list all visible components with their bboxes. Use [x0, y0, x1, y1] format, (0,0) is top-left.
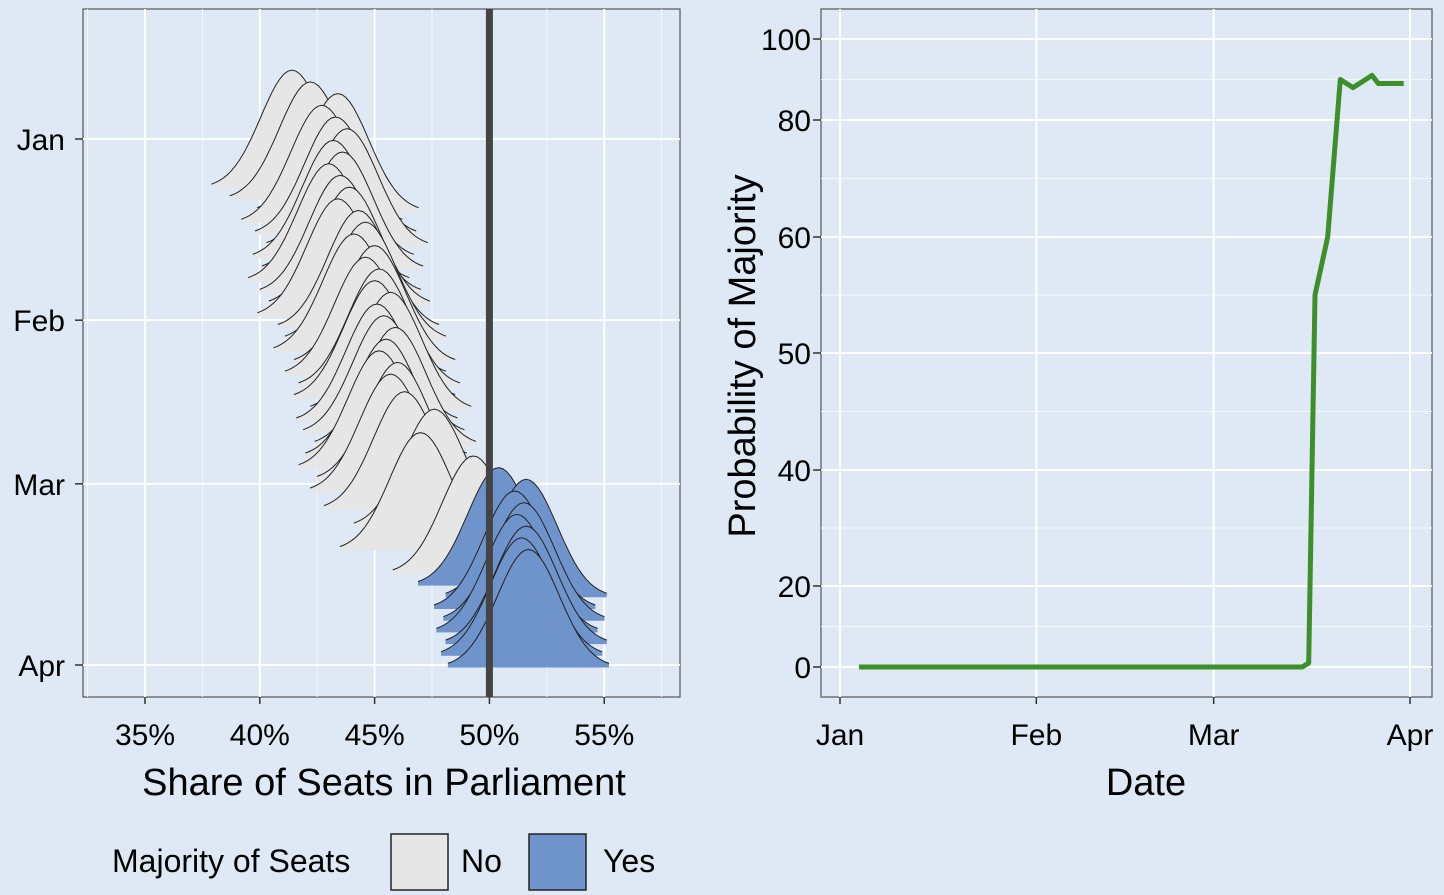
probability-x-axis-title: Date — [1106, 762, 1186, 804]
prob-x-tick-label: Apr — [1387, 719, 1434, 752]
prob-x-tick-label: Jan — [816, 719, 864, 752]
probability-gridlines — [821, 9, 1432, 697]
ridge-y-tick-label: Mar — [13, 469, 65, 502]
ridgeline-y-ticks: Jan Feb Mar Apr — [13, 124, 83, 683]
prob-y-tick-label: 50 — [778, 338, 811, 371]
ridge-density-outline — [445, 525, 607, 641]
legend-yes-label: Yes — [603, 843, 655, 879]
probability-x-ticks: Jan Feb Mar Apr — [816, 697, 1434, 752]
legend-title: Majority of Seats — [112, 843, 350, 879]
ridgeline-x-axis-title: Share of Seats in Parliament — [142, 762, 626, 804]
ridge-x-tick-label: 35% — [115, 719, 175, 752]
ridge-x-tick-label: 50% — [459, 719, 519, 752]
legend-yes-swatch — [528, 833, 587, 891]
legend-no-label: No — [461, 843, 502, 879]
probability-panel: Jan Feb Mar Apr 0 20 40 50 60 80 100 Date Probabi… — [722, 8, 1434, 804]
legend-no-swatch — [390, 833, 449, 891]
ridgeline-x-ticks: 35% 40% 45% 50% 55% — [115, 697, 634, 752]
ridge-y-tick-label: Jan — [17, 124, 65, 157]
ridge-density-outline — [298, 268, 460, 384]
ridgeline-densities — [211, 69, 610, 668]
probability-y-ticks: 0 20 40 50 60 80 100 — [761, 24, 821, 685]
probability-y-axis-title: Probability of Majority — [722, 174, 764, 537]
prob-x-tick-label: Feb — [1010, 719, 1062, 752]
prob-y-tick-label: 60 — [778, 222, 811, 255]
prob-y-tick-label: 100 — [761, 24, 811, 57]
ridge-density-outline — [447, 548, 610, 664]
prob-y-tick-label: 0 — [794, 652, 811, 685]
prob-y-tick-label: 80 — [778, 105, 811, 138]
ridge-x-tick-label: 45% — [345, 719, 405, 752]
prob-y-tick-label: 20 — [778, 571, 811, 604]
legend: Majority of Seats No Yes — [112, 833, 655, 891]
ridge-x-tick-label: 40% — [230, 719, 290, 752]
ridge-x-tick-label: 55% — [574, 719, 634, 752]
ridgeline-panel: 35% 40% 45% 50% 55% Jan Feb Mar Apr Share of Se… — [13, 8, 681, 804]
probability-line — [859, 72, 1404, 670]
prob-y-tick-label: 40 — [778, 455, 811, 488]
prob-x-tick-label: Mar — [1188, 719, 1240, 752]
ridge-y-tick-label: Feb — [13, 305, 65, 338]
ridge-y-tick-label: Apr — [18, 650, 65, 683]
